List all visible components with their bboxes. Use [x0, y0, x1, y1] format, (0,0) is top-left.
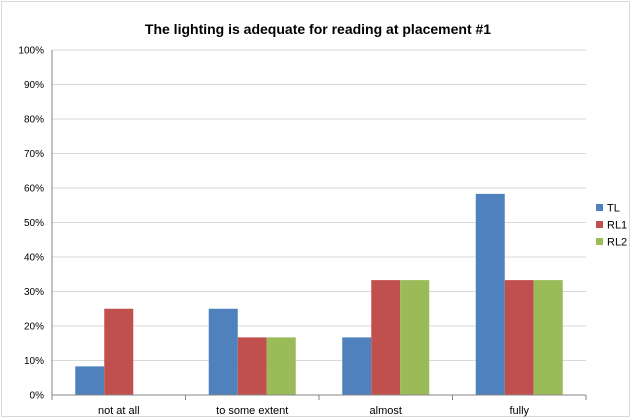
y-tick-label: 50% — [24, 218, 44, 229]
y-tick-label: 0% — [30, 391, 45, 402]
y-tick-label: 10% — [24, 356, 44, 367]
legend-swatch-rl2 — [596, 238, 603, 245]
legend-label-tl: TL — [607, 203, 620, 215]
legend: TL RL1 RL2 — [596, 203, 627, 249]
y-tick-label: 30% — [24, 287, 44, 298]
x-category-label: not at all — [98, 405, 140, 417]
bar-rl2-2 — [400, 280, 430, 395]
category-labels: not at all to some extent almost fully — [98, 405, 530, 417]
legend-label-rl1: RL1 — [607, 220, 627, 232]
y-tick-label: 100% — [18, 46, 44, 57]
y-tick-label: 20% — [24, 322, 44, 333]
legend-swatch-tl — [596, 204, 603, 211]
x-category-label: to some extent — [216, 405, 288, 417]
y-axis-ticks: 0% 10% 20% 30% 40% 50% 60% 70% 80% 90% 100% — [18, 46, 44, 402]
bar-tl-1 — [208, 308, 238, 395]
legend-label-rl2: RL2 — [607, 237, 627, 249]
bars — [75, 193, 563, 395]
bar-rl1-1 — [237, 337, 267, 395]
x-category-label: fully — [509, 405, 529, 417]
x-category-label: almost — [370, 405, 402, 417]
bar-tl-2 — [342, 337, 372, 395]
y-tick-label: 40% — [24, 253, 44, 264]
bar-rl1-3 — [504, 280, 534, 395]
bar-rl2-3 — [533, 280, 563, 395]
x-axis — [51, 50, 587, 400]
y-tick-label: 70% — [24, 149, 44, 160]
legend-swatch-rl1 — [596, 221, 603, 228]
bar-tl-3 — [475, 193, 505, 395]
y-tick-label: 80% — [24, 115, 44, 126]
y-tick-label: 60% — [24, 184, 44, 195]
bar-tl-0 — [75, 366, 105, 395]
bar-rl1-2 — [371, 280, 401, 395]
bar-rl1-0 — [104, 308, 134, 395]
chart-title: The lighting is adequate for reading at … — [145, 21, 491, 37]
bar-rl2-1 — [266, 337, 296, 395]
y-tick-label: 90% — [24, 80, 44, 91]
